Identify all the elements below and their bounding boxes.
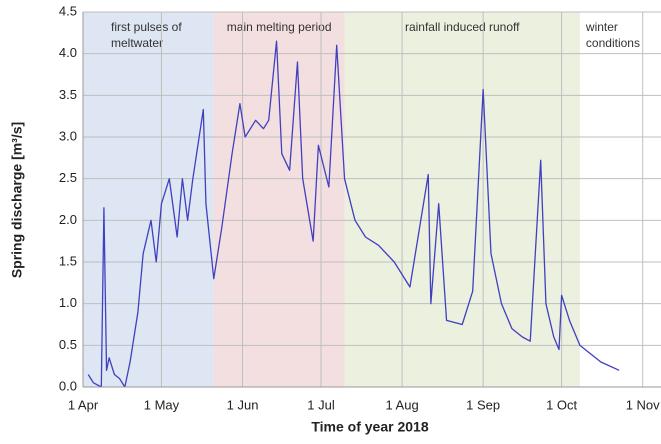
- x-axis-title: Time of year 2018: [311, 419, 428, 435]
- x-tick-label: 1 Jun: [227, 397, 259, 412]
- y-tick-label: 2.5: [59, 170, 77, 185]
- region-label: meltwater: [111, 36, 163, 50]
- region: [213, 12, 345, 387]
- y-tick-label: 2.0: [59, 212, 77, 227]
- region: [579, 12, 661, 387]
- x-tick-label: 1 Sep: [466, 397, 500, 412]
- region-label: conditions: [586, 36, 640, 50]
- y-tick-label: 4.5: [59, 3, 77, 18]
- region: [344, 12, 580, 387]
- region-label: first pulses of: [111, 20, 182, 34]
- y-tick-label: 1.0: [59, 295, 77, 310]
- y-tick-label: 3.0: [59, 128, 77, 143]
- region-label: rainfall induced runoff: [405, 20, 520, 34]
- y-tick-label: 1.5: [59, 253, 77, 268]
- region-label: main melting period: [227, 20, 332, 34]
- series-line: [87, 40, 620, 388]
- y-axis-title: Spring discharge [m³/s]: [9, 122, 25, 278]
- x-tick-label: 1 Jul: [307, 397, 335, 412]
- x-tick-label: 1 Nov: [626, 397, 660, 412]
- marks: [87, 40, 620, 388]
- x-tick-label: 1 May: [144, 397, 180, 412]
- y-tick-label: 4.0: [59, 45, 77, 60]
- x-tick-label: 1 Aug: [385, 397, 418, 412]
- y-tick-label: 0.0: [59, 378, 77, 393]
- x-tick-label: 1 Apr: [68, 397, 99, 412]
- y-tick-label: 0.5: [59, 337, 77, 352]
- y-tick-label: 3.5: [59, 87, 77, 102]
- x-tick-label: 1 Oct: [546, 397, 577, 412]
- region: [83, 12, 214, 387]
- region-label: winter: [585, 20, 618, 34]
